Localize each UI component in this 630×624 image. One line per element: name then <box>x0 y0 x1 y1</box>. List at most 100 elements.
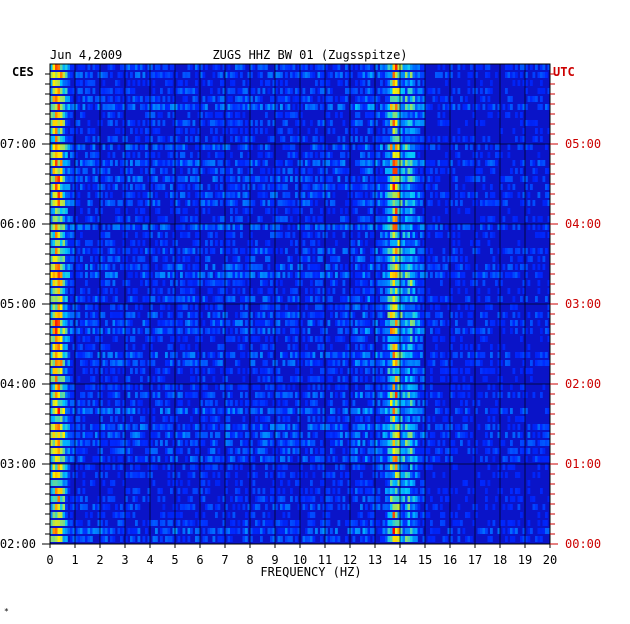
spectrogram-cell <box>370 248 373 254</box>
spectrogram-cell <box>350 88 353 94</box>
spectrogram-cell <box>62 144 66 150</box>
spectrogram-cell <box>432 88 436 94</box>
spectrogram-cell <box>507 392 511 398</box>
spectrogram-cell <box>492 192 496 198</box>
spectrogram-cell <box>377 312 381 318</box>
spectrogram-cell <box>370 360 373 366</box>
spectrogram-cell <box>335 368 338 374</box>
spectrogram-cell <box>422 136 426 142</box>
spectrogram-cell <box>102 312 106 318</box>
spectrogram-cell <box>212 64 216 70</box>
spectrogram-cell <box>52 336 56 342</box>
spectrogram-cell <box>162 264 166 270</box>
spectrogram-cell <box>350 272 353 278</box>
spectrogram-cell <box>422 392 426 398</box>
spectrogram-cell <box>485 312 488 318</box>
spectrogram-cell <box>347 192 351 198</box>
spectrogram-cell <box>317 264 321 270</box>
spectrogram-cell <box>100 184 103 190</box>
spectrogram-cell <box>370 304 373 310</box>
spectrogram-cell <box>60 304 63 310</box>
spectrogram-cell <box>322 232 326 238</box>
spectrogram-cell <box>547 312 551 318</box>
spectrogram-cell <box>215 152 218 158</box>
spectrogram-cell <box>362 72 366 78</box>
spectrogram-cell <box>50 264 53 270</box>
spectrogram-cell <box>125 64 128 70</box>
spectrogram-cell <box>430 200 433 206</box>
spectrogram-cell <box>482 272 486 278</box>
spectrogram-cell <box>512 224 516 230</box>
spectrogram-cell <box>315 312 318 318</box>
spectrogram-cell <box>205 224 208 230</box>
spectrogram-cell <box>460 200 463 206</box>
spectrogram-cell <box>340 184 343 190</box>
spectrogram-cell <box>447 104 451 110</box>
spectrogram-cell <box>132 64 136 70</box>
spectrogram-cell <box>180 120 183 126</box>
spectrogram-cell <box>335 320 338 326</box>
spectrogram-cell <box>157 272 161 278</box>
spectrogram-cell <box>382 320 386 326</box>
spectrogram-cell <box>430 224 433 230</box>
spectrogram-cell <box>485 160 488 166</box>
spectrogram-cell <box>185 96 188 102</box>
spectrogram-cell <box>387 64 391 70</box>
spectrogram-cell <box>380 232 383 238</box>
spectrogram-cell <box>55 80 58 86</box>
spectrogram-cell <box>475 152 478 158</box>
spectrogram-cell <box>142 240 146 246</box>
spectrogram-cell <box>277 376 281 382</box>
spectrogram-cell <box>250 88 253 94</box>
spectrogram-cell <box>87 216 91 222</box>
spectrogram-cell <box>365 168 368 174</box>
spectrogram-cell <box>115 128 118 134</box>
spectrogram-cell <box>260 328 263 334</box>
spectrogram-cell <box>267 152 271 158</box>
spectrogram-cell <box>400 104 403 110</box>
spectrogram-cell <box>225 328 228 334</box>
spectrogram-cell <box>497 352 501 358</box>
spectrogram-cell <box>95 184 98 190</box>
spectrogram-cell <box>215 272 218 278</box>
spectrogram-cell <box>75 264 78 270</box>
spectrogram-cell <box>337 72 341 78</box>
spectrogram-cell <box>385 232 388 238</box>
spectrogram-cell <box>435 256 438 262</box>
spectrogram-cell <box>165 264 168 270</box>
spectrogram-cell <box>395 72 398 78</box>
spectrogram-cell <box>212 320 216 326</box>
spectrogram-cell <box>407 192 411 198</box>
spectrogram-cell <box>62 288 66 294</box>
spectrogram-cell <box>112 112 116 118</box>
spectrogram-cell <box>90 240 93 246</box>
spectrogram-cell <box>337 168 341 174</box>
spectrogram-cell <box>152 360 156 366</box>
spectrogram-cell <box>335 168 338 174</box>
spectrogram-cell <box>117 112 121 118</box>
spectrogram-cell <box>547 88 551 94</box>
spectrogram-cell <box>322 272 326 278</box>
spectrogram-cell <box>282 176 286 182</box>
spectrogram-cell <box>410 152 413 158</box>
spectrogram-cell <box>185 296 188 302</box>
spectrogram-cell <box>57 376 61 382</box>
spectrogram-cell <box>115 400 118 406</box>
spectrogram-cell <box>195 296 198 302</box>
spectrogram-cell <box>387 352 391 358</box>
spectrogram-cell <box>422 72 426 78</box>
spectrogram-cell <box>212 360 216 366</box>
spectrogram-cell <box>437 160 441 166</box>
spectrogram-cell <box>115 176 118 182</box>
spectrogram-cell <box>157 72 161 78</box>
spectrogram-cell <box>147 392 151 398</box>
spectrogram-cell <box>112 320 116 326</box>
spectrogram-cell <box>220 80 223 86</box>
spectrogram-cell <box>320 352 323 358</box>
spectrogram-cell <box>175 280 178 286</box>
spectrogram-cell <box>147 80 151 86</box>
spectrogram-cell <box>430 144 433 150</box>
spectrogram-cell <box>182 296 186 302</box>
spectrogram-cell <box>285 304 288 310</box>
spectrogram-cell <box>122 248 126 254</box>
